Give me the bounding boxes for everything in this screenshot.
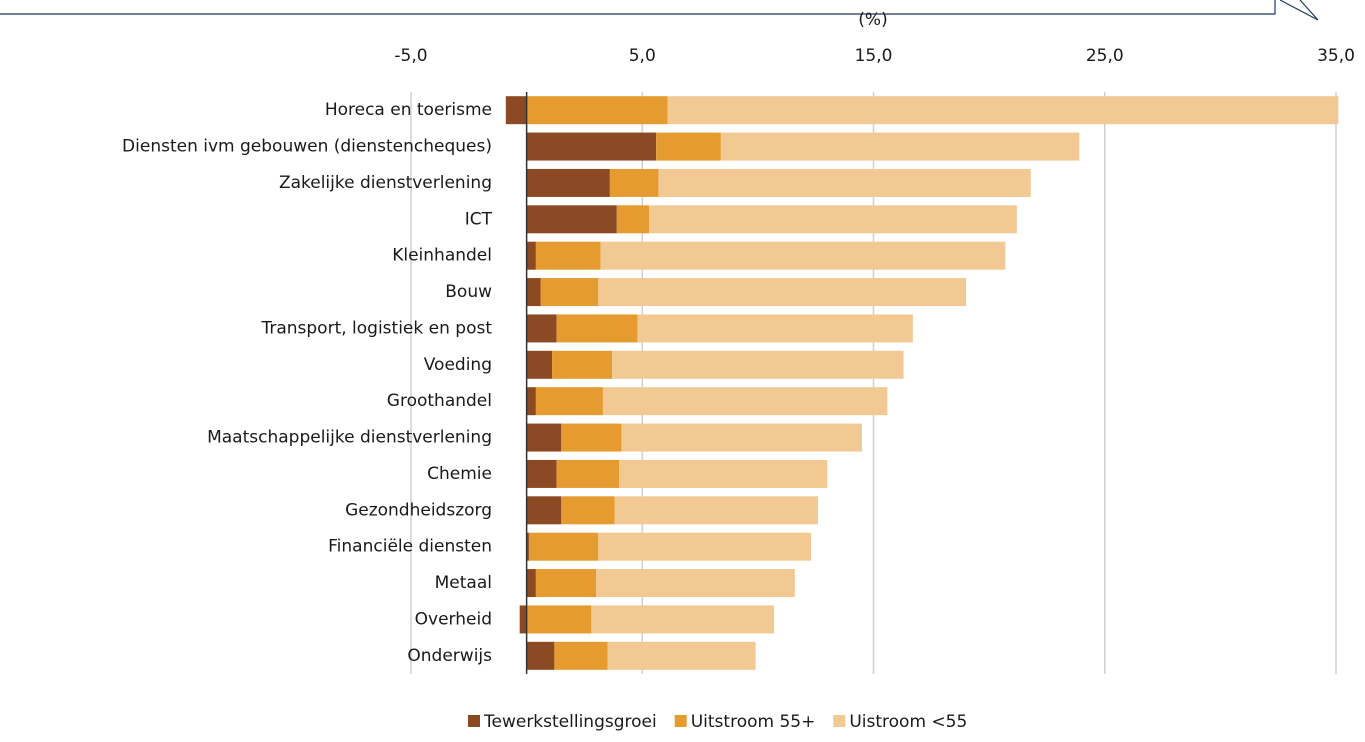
category-label: Transport, logistiek en post xyxy=(260,318,492,338)
bar-segment xyxy=(526,532,529,561)
axis-label: (%) xyxy=(858,10,887,30)
bar-segment xyxy=(614,496,818,525)
bar-segment xyxy=(526,569,536,598)
bar-segment xyxy=(667,96,1339,125)
bar-segment xyxy=(621,423,862,452)
bar-segment xyxy=(600,241,1006,270)
bar-segment xyxy=(556,314,638,343)
bar-segment xyxy=(552,350,613,379)
x-tick-label: 25,0 xyxy=(1086,46,1124,66)
bar-segment xyxy=(658,168,1031,197)
bar-segment xyxy=(526,423,562,452)
bar-segment xyxy=(720,132,1080,161)
bar-segment xyxy=(535,387,603,416)
category-label: Kleinhandel xyxy=(392,246,492,266)
category-label: ICT xyxy=(465,209,493,229)
bar-segment xyxy=(526,641,555,670)
bar-segment xyxy=(637,314,913,343)
bar-segment xyxy=(598,532,812,561)
bar-segment xyxy=(556,459,620,488)
bar-segment xyxy=(526,96,668,125)
bar-segment xyxy=(519,605,527,634)
x-tick-label: 35,0 xyxy=(1317,46,1355,66)
category-label: Bouw xyxy=(445,282,492,302)
bar-segment xyxy=(561,423,622,452)
category-label: Horeca en toerisme xyxy=(325,100,492,120)
category-label: Financiële diensten xyxy=(328,537,492,557)
bar-segment xyxy=(526,605,592,634)
category-label: Groothandel xyxy=(387,391,492,411)
bar-segment xyxy=(612,350,904,379)
category-label: Zakelijke dienstverlening xyxy=(279,173,492,193)
bar-segment xyxy=(598,278,966,307)
bar-segment xyxy=(649,205,1017,234)
bar-segment xyxy=(656,132,721,161)
legend-label: Uistroom <55 xyxy=(849,712,967,732)
bar-segment xyxy=(505,96,527,125)
bar-segment xyxy=(607,641,756,670)
bar-segment xyxy=(535,241,601,270)
bar-segment xyxy=(526,241,536,270)
bar-segment xyxy=(540,278,599,307)
bar-segment xyxy=(591,605,775,634)
bar-segment xyxy=(526,278,541,307)
x-tick-label: -5,0 xyxy=(394,46,427,66)
bar-segment xyxy=(619,459,828,488)
bar-segment xyxy=(526,350,553,379)
bar-segment xyxy=(526,168,610,197)
bar-segment xyxy=(554,641,608,670)
legend-label: Tewerkstellingsgroei xyxy=(483,712,657,732)
legend-swatch xyxy=(833,715,846,727)
category-label: Voeding xyxy=(424,355,492,375)
bar-segment xyxy=(526,314,557,343)
bar-segment xyxy=(526,459,557,488)
category-label: Chemie xyxy=(427,464,492,484)
legend-swatch xyxy=(674,715,687,727)
bar-segment xyxy=(616,205,650,234)
bar-segment xyxy=(535,569,596,598)
callout-frame xyxy=(0,0,1319,21)
x-tick-label: 5,0 xyxy=(629,46,656,66)
bar-segment xyxy=(602,387,888,416)
bar-segment xyxy=(526,496,562,525)
bar-segment xyxy=(609,168,659,197)
category-label: Overheid xyxy=(415,609,492,629)
bar-segment xyxy=(526,132,657,161)
bar-segment xyxy=(526,387,536,416)
bar-segment xyxy=(561,496,615,525)
bar-segment xyxy=(596,569,795,598)
category-label: Diensten ivm gebouwen (dienstencheques) xyxy=(122,137,492,157)
x-tick-label: 15,0 xyxy=(855,46,893,66)
bar-segment xyxy=(526,205,617,234)
category-label: Metaal xyxy=(435,573,492,593)
legend-swatch xyxy=(468,715,480,727)
legend-label: Uitstroom 55+ xyxy=(691,712,816,732)
category-label: Onderwijs xyxy=(407,646,492,666)
category-label: Maatschappelijke dienstverlening xyxy=(207,428,492,448)
category-label: Gezondheidszorg xyxy=(345,500,492,520)
bar-segment xyxy=(528,532,599,561)
